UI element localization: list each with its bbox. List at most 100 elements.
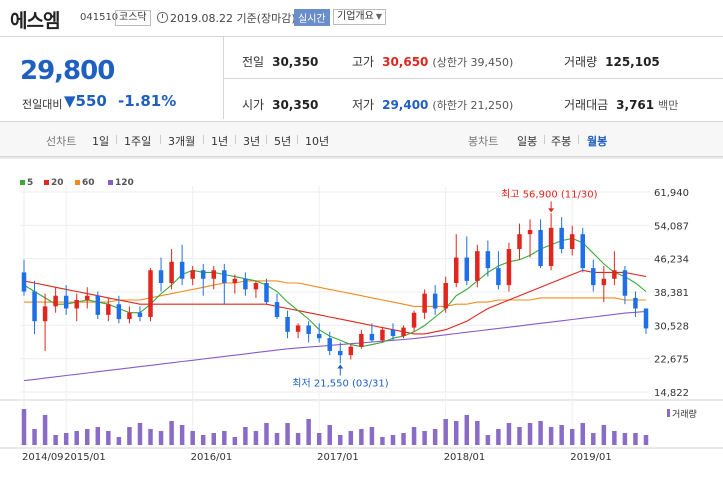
candle-body	[622, 270, 628, 296]
prev-compare-label: 전일대비	[22, 98, 63, 111]
tab-1d[interactable]: 1일	[92, 135, 110, 148]
candle-body	[464, 257, 470, 281]
candle-body	[527, 229, 533, 235]
volume-bar	[190, 431, 195, 445]
x-tick-label: 2018/01	[444, 452, 486, 463]
candle-body	[253, 283, 259, 290]
candle-body	[327, 338, 332, 351]
volume-bar	[85, 429, 90, 445]
company-overview-select[interactable]: 기업개요 ▼	[333, 9, 386, 25]
volume-bar	[517, 427, 522, 445]
candle-body	[633, 297, 638, 309]
candle-body	[517, 234, 522, 250]
volume-bar	[232, 437, 238, 445]
divider	[0, 36, 723, 37]
volume-bar	[74, 431, 79, 445]
ma120-line	[23, 310, 647, 382]
tab-10y[interactable]: 10년	[305, 135, 330, 148]
volume-bar	[285, 423, 290, 445]
volume-bar	[485, 435, 491, 445]
price-change: ▼550	[64, 92, 107, 110]
volume-bar	[137, 423, 143, 445]
y-tick-label: 22,675	[654, 355, 689, 366]
candle-body	[643, 308, 649, 329]
volume-bar	[401, 433, 406, 445]
tab-separator	[544, 135, 545, 144]
stat-prev-close: 전일 30,350	[242, 55, 319, 69]
volume-bar	[496, 429, 501, 445]
y-tick-label: 38,381	[654, 288, 689, 299]
x-tick-label: 2016/01	[191, 452, 233, 463]
candle-body	[32, 291, 37, 322]
candle-body	[411, 312, 417, 328]
x-tick-label: 2014/09	[22, 452, 64, 463]
quote-date: 2019.08.22 기준(장마감)	[170, 12, 296, 25]
candle-body	[95, 295, 101, 315]
volume-bar	[464, 415, 470, 445]
candle-body	[222, 270, 227, 284]
volume-bar	[32, 429, 37, 445]
candle-body	[63, 295, 69, 309]
volume-bar	[53, 435, 58, 445]
candle-body	[179, 261, 185, 279]
realtime-button[interactable]: 실시간	[294, 9, 330, 26]
candle-body	[601, 278, 607, 286]
tab-5y[interactable]: 5년	[274, 135, 292, 148]
candle-body	[390, 329, 396, 337]
volume-bar	[432, 429, 438, 445]
candle-body	[485, 251, 491, 269]
volume-bar	[274, 433, 280, 445]
candle-body	[116, 304, 122, 320]
volume-legend-label: 거래량	[672, 408, 697, 420]
tab-1y[interactable]: 1년	[211, 135, 229, 148]
candle-body	[380, 329, 385, 341]
candle-body	[316, 333, 322, 339]
tab-separator	[116, 135, 117, 144]
legend-swatch	[108, 180, 113, 185]
candle-body	[443, 283, 448, 309]
volume-bar	[306, 419, 311, 445]
volume-bar	[21, 409, 27, 445]
volume-bar	[591, 433, 596, 445]
legend-ma120: 120	[108, 178, 134, 188]
volume-bar	[63, 433, 69, 445]
tab-separator	[235, 135, 236, 144]
candle-body	[496, 268, 501, 286]
tab-separator	[578, 135, 579, 144]
candle-body	[137, 312, 143, 317]
volume-bar	[643, 435, 649, 445]
legend-ma60: 60	[75, 178, 95, 188]
candle-body	[190, 270, 195, 279]
volume-bar	[411, 427, 417, 445]
volume-bar	[422, 431, 427, 445]
tab-weekly[interactable]: 주봉	[551, 135, 572, 148]
candle-body	[264, 283, 269, 303]
clock-icon	[157, 12, 168, 23]
y-tick-label: 54,087	[654, 221, 689, 232]
chart-tabs: 선차트 1일 1주일 3개월 1년 3년 5년 10년 봉차트 일봉 주봉 월봉	[0, 121, 723, 157]
volume-bar	[527, 423, 533, 445]
volume-bar	[316, 433, 322, 445]
candle-body	[158, 270, 164, 284]
stock-name: 에스엠	[10, 10, 60, 32]
tab-3y[interactable]: 3년	[243, 135, 261, 148]
max-arrow-head	[548, 208, 555, 213]
legend-ma5: 5	[20, 178, 33, 188]
candle-body	[232, 278, 238, 284]
volume-bar	[390, 435, 396, 445]
y-tick-label: 30,528	[654, 321, 689, 332]
volume-bar	[148, 429, 153, 445]
legend-swatch	[44, 180, 49, 185]
candle-body	[85, 295, 90, 300]
candle-body	[243, 278, 248, 290]
tab-daily[interactable]: 일봉	[517, 135, 538, 148]
tab-3m[interactable]: 3개월	[168, 135, 196, 148]
tab-monthly[interactable]: 월봉	[587, 135, 608, 148]
tab-1w[interactable]: 1주일	[124, 135, 152, 148]
candle-body	[369, 333, 375, 341]
stat-high: 고가 30,650 (상한가 39,450)	[352, 55, 514, 69]
current-price: 29,800	[20, 56, 115, 86]
volume-bar	[380, 437, 385, 445]
candle-body	[591, 268, 596, 286]
market-badge: 코스닥	[115, 10, 151, 26]
